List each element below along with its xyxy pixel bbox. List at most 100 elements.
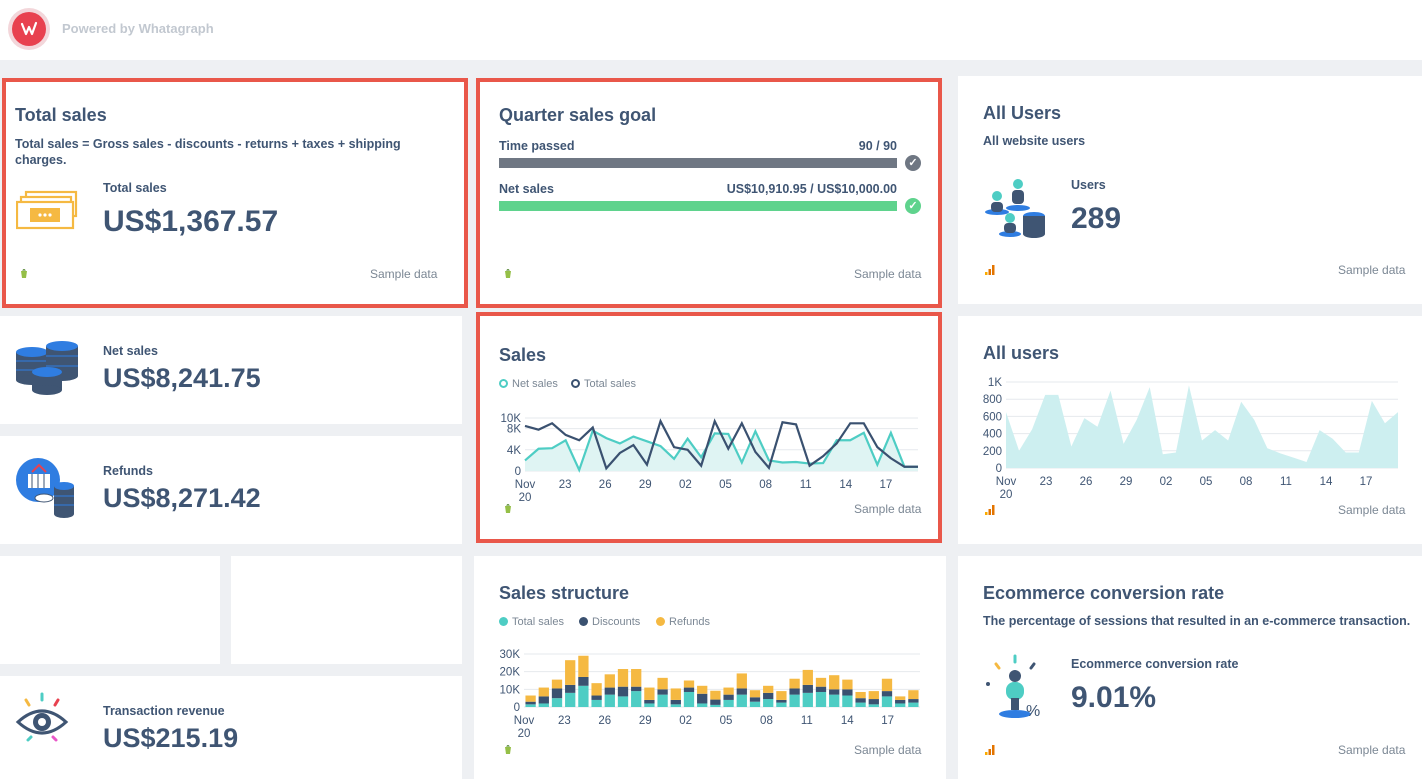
x-tick-label: 23 bbox=[1040, 476, 1053, 488]
x-tick-label: 20 bbox=[1000, 489, 1013, 501]
bar-segment-refunds bbox=[749, 690, 761, 698]
bar-segment-discounts bbox=[578, 676, 589, 686]
bar-segment-discounts bbox=[802, 684, 813, 693]
metric-label: Refunds bbox=[103, 464, 153, 478]
bar-segment-refunds bbox=[591, 683, 602, 696]
x-tick-label: 26 bbox=[1080, 476, 1093, 488]
y-tick-label: 0 bbox=[514, 702, 520, 714]
legend-refunds[interactable]: Refunds bbox=[656, 616, 710, 628]
bar-segment-refunds bbox=[895, 696, 906, 700]
bar-segment-total-sales bbox=[578, 685, 589, 707]
legend-swatch bbox=[499, 617, 508, 626]
card-description: Total sales = Gross sales - discounts - … bbox=[15, 137, 401, 167]
bar-segment-discounts bbox=[881, 691, 893, 697]
bar-segment-discounts bbox=[723, 694, 734, 700]
bar-segment-discounts bbox=[776, 699, 787, 703]
bar-segment-refunds bbox=[617, 669, 629, 687]
bar-segment-total-sales bbox=[829, 694, 840, 707]
bar-segment-discounts bbox=[763, 692, 774, 700]
bar-segment-discounts bbox=[749, 697, 761, 702]
card-title: Sales bbox=[499, 345, 547, 365]
powered-by-text[interactable]: Powered by Whatagraph bbox=[62, 21, 214, 36]
y-tick-label: 0 bbox=[996, 463, 1002, 475]
bar-segment-refunds bbox=[697, 685, 708, 694]
legend-swatch bbox=[579, 617, 588, 626]
bar-segment-total-sales bbox=[895, 703, 906, 707]
bar-segment-discounts bbox=[683, 687, 695, 692]
bar-segment-total-sales bbox=[551, 698, 563, 707]
bar-segment-total-sales bbox=[525, 704, 536, 707]
metric-value: US$8,271.42 bbox=[103, 483, 261, 513]
y-tick-label: 4K bbox=[507, 445, 521, 457]
y-tick-label: 8K bbox=[507, 424, 521, 436]
time-passed-label: Time passed bbox=[499, 139, 575, 153]
bar-segment-refunds bbox=[525, 695, 536, 702]
card-title: Quarter sales goal bbox=[499, 105, 657, 125]
bar-segment-refunds bbox=[670, 688, 681, 700]
bar-segment-refunds bbox=[802, 669, 813, 685]
bar-segment-discounts bbox=[525, 701, 536, 705]
bar-segment-total-sales bbox=[631, 691, 642, 707]
sample-data-label: Sample data bbox=[854, 743, 922, 757]
bar-segment-discounts bbox=[697, 693, 708, 704]
x-tick-label: 29 bbox=[639, 715, 652, 727]
metric-label: Transaction revenue bbox=[103, 704, 225, 718]
x-tick-label: 08 bbox=[1240, 476, 1253, 488]
net-sales-card: Net sales US$8,241.75 bbox=[0, 316, 462, 424]
x-tick-label: Nov bbox=[514, 715, 535, 727]
y-tick-label: 1K bbox=[988, 377, 1002, 389]
metric-value: 289 bbox=[1071, 202, 1122, 235]
legend-total-sales[interactable]: Total sales bbox=[571, 378, 636, 390]
card-title: Ecommerce conversion rate bbox=[983, 583, 1225, 603]
bar-segment-refunds bbox=[644, 687, 655, 700]
metric-value: US$1,367.57 bbox=[103, 205, 279, 238]
bar-segment-refunds bbox=[736, 673, 747, 689]
metric-value: US$8,241.75 bbox=[103, 363, 261, 393]
card-title: All users bbox=[983, 343, 1060, 363]
x-tick-label: 14 bbox=[841, 715, 854, 727]
x-tick-label: 17 bbox=[881, 715, 894, 727]
x-tick-label: 14 bbox=[839, 479, 852, 491]
whatagraph-logo-icon[interactable] bbox=[8, 8, 50, 50]
bar-segment-discounts bbox=[815, 686, 827, 692]
sample-data-label: Sample data bbox=[370, 267, 438, 281]
bar-segment-discounts bbox=[657, 689, 668, 695]
refunds-card: Refunds US$8,271.42 bbox=[0, 436, 462, 544]
x-tick-label: Nov bbox=[996, 476, 1017, 488]
check-icon: ✓ bbox=[905, 198, 921, 214]
bar-segment-total-sales bbox=[802, 692, 813, 707]
legend-label: Total sales bbox=[584, 378, 636, 390]
sample-data-label: Sample data bbox=[1338, 503, 1406, 517]
bar-segment-total-sales bbox=[749, 701, 761, 707]
x-tick-label: 17 bbox=[880, 479, 893, 491]
legend-net-sales[interactable]: Net sales bbox=[499, 378, 558, 390]
bar-segment-refunds bbox=[723, 687, 734, 695]
legend-label: Net sales bbox=[512, 378, 558, 390]
y-tick-label: 200 bbox=[983, 446, 1002, 458]
x-tick-label: 08 bbox=[759, 479, 772, 491]
legend-total-sales[interactable]: Total sales bbox=[499, 616, 564, 628]
bar-segment-total-sales bbox=[604, 694, 615, 707]
y-tick-label: 800 bbox=[983, 394, 1002, 406]
y-tick-label: 400 bbox=[983, 429, 1002, 441]
all-users-metric-card: All Users All website users Users 289 Sa… bbox=[958, 76, 1422, 304]
bar-segment-refunds bbox=[710, 690, 721, 700]
legend-label: Refunds bbox=[669, 616, 710, 628]
bar-segment-total-sales bbox=[815, 691, 827, 707]
bar-segment-refunds bbox=[578, 655, 589, 677]
sample-data-label: Sample data bbox=[854, 502, 922, 516]
metric-value: US$215.19 bbox=[103, 723, 239, 753]
bar-segment-discounts bbox=[895, 699, 906, 704]
users-icon bbox=[978, 176, 1050, 245]
bar-segment-total-sales bbox=[868, 704, 879, 707]
sample-data-label: Sample data bbox=[1338, 743, 1406, 757]
legend-discounts[interactable]: Discounts bbox=[579, 616, 640, 628]
bar-segment-discounts bbox=[842, 689, 853, 696]
x-tick-label: 11 bbox=[801, 715, 813, 727]
bar-segment-refunds bbox=[657, 677, 668, 690]
x-tick-label: 23 bbox=[558, 715, 571, 727]
legend-label: Total sales bbox=[512, 616, 564, 628]
svg-text:%: % bbox=[1026, 703, 1040, 720]
